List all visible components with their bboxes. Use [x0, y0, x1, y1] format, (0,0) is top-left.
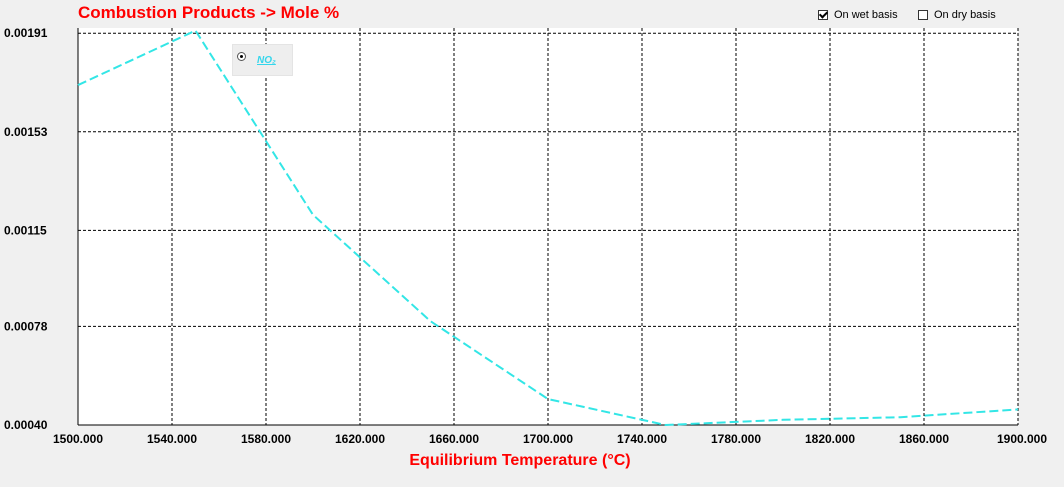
- legend[interactable]: NO₂: [232, 44, 293, 76]
- chart-title: Combustion Products -> Mole %: [78, 3, 340, 22]
- dry-basis-checkbox-box[interactable]: [918, 10, 928, 20]
- dry-basis-label: On dry basis: [934, 9, 996, 21]
- legend-series-name[interactable]: NO₂: [257, 55, 276, 66]
- x-tick-label: 1780.000: [711, 432, 761, 446]
- y-tick-label: 0.00078: [4, 319, 48, 333]
- x-tick-label: 1900.000: [997, 432, 1047, 446]
- dry-basis-checkbox[interactable]: On dry basis: [918, 9, 996, 21]
- y-tick-label: 0.00040: [4, 418, 48, 432]
- y-tick-label: 0.00153: [4, 125, 48, 139]
- x-tick-label: 1580.000: [241, 432, 291, 446]
- y-tick-label: 0.00115: [4, 223, 47, 237]
- x-tick-label: 1620.000: [335, 432, 385, 446]
- legend-radio-icon[interactable]: [237, 52, 246, 61]
- series-line: [77, 29, 1019, 427]
- x-tick-label: 1540.000: [147, 432, 197, 446]
- x-tick-label: 1500.000: [53, 432, 103, 446]
- x-tick-label: 1700.000: [523, 432, 573, 446]
- x-tick-label: 1740.000: [617, 432, 667, 446]
- wet-basis-checkbox-box[interactable]: [818, 9, 829, 20]
- x-axis-label: Equilibrium Temperature (°C): [409, 452, 631, 469]
- wet-basis-checkbox[interactable]: On wet basis: [818, 9, 898, 21]
- x-tick-label: 1660.000: [429, 432, 479, 446]
- y-tick-label: 0.00191: [4, 26, 48, 40]
- wet-basis-label: On wet basis: [834, 9, 898, 21]
- x-tick-label: 1820.000: [805, 432, 855, 446]
- x-tick-label: 1860.000: [899, 432, 949, 446]
